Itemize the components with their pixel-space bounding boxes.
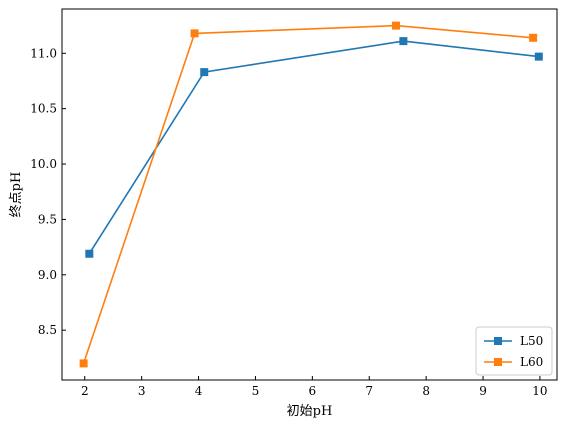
y-tick-label: 10.5	[30, 102, 57, 116]
data-point-l50	[399, 37, 408, 46]
legend: L50 L60	[475, 326, 553, 376]
x-tick-label: 5	[252, 384, 260, 398]
series-line-l60	[82, 24, 534, 364]
ticks-layer: 2 3 4 5 6 7 8 9 10 8.5 9.0 9.5 10.0 10.5 11.0	[30, 46, 547, 398]
legend-label-l50: L50	[520, 334, 543, 348]
x-tick-label: 2	[81, 384, 89, 398]
data-point-l50	[534, 52, 543, 61]
x-axis-label: 初始pH	[287, 404, 333, 419]
plot-frame	[61, 8, 558, 381]
data-point-l60	[79, 359, 88, 368]
y-axis-label: 终点pH	[8, 172, 24, 218]
y-tick-label: 9.5	[38, 212, 57, 226]
x-tick-label: 9	[479, 384, 487, 398]
legend-marker-l50	[494, 337, 502, 345]
data-point-l60	[190, 29, 199, 38]
x-tick-label: 8	[422, 384, 430, 398]
data-point-l50	[85, 249, 94, 258]
y-tick-label: 10.0	[30, 157, 57, 171]
legend-marker-l60	[494, 358, 502, 366]
y-tick-label: 11.0	[30, 46, 57, 60]
x-tick-label: 6	[309, 384, 317, 398]
series-line-l50	[88, 40, 539, 255]
data-point-l50	[200, 68, 209, 77]
x-tick-label: 7	[365, 384, 373, 398]
y-tick-label: 8.5	[38, 323, 57, 337]
data-point-l60	[391, 21, 400, 30]
x-tick-label: 4	[195, 384, 203, 398]
data-point-l60	[529, 33, 538, 42]
x-tick-label: 3	[138, 384, 146, 398]
plot-layer	[79, 21, 543, 368]
x-tick-label: 10	[532, 384, 547, 398]
y-tick-label: 9.0	[38, 268, 57, 282]
legend-label-l60: L60	[520, 355, 543, 369]
